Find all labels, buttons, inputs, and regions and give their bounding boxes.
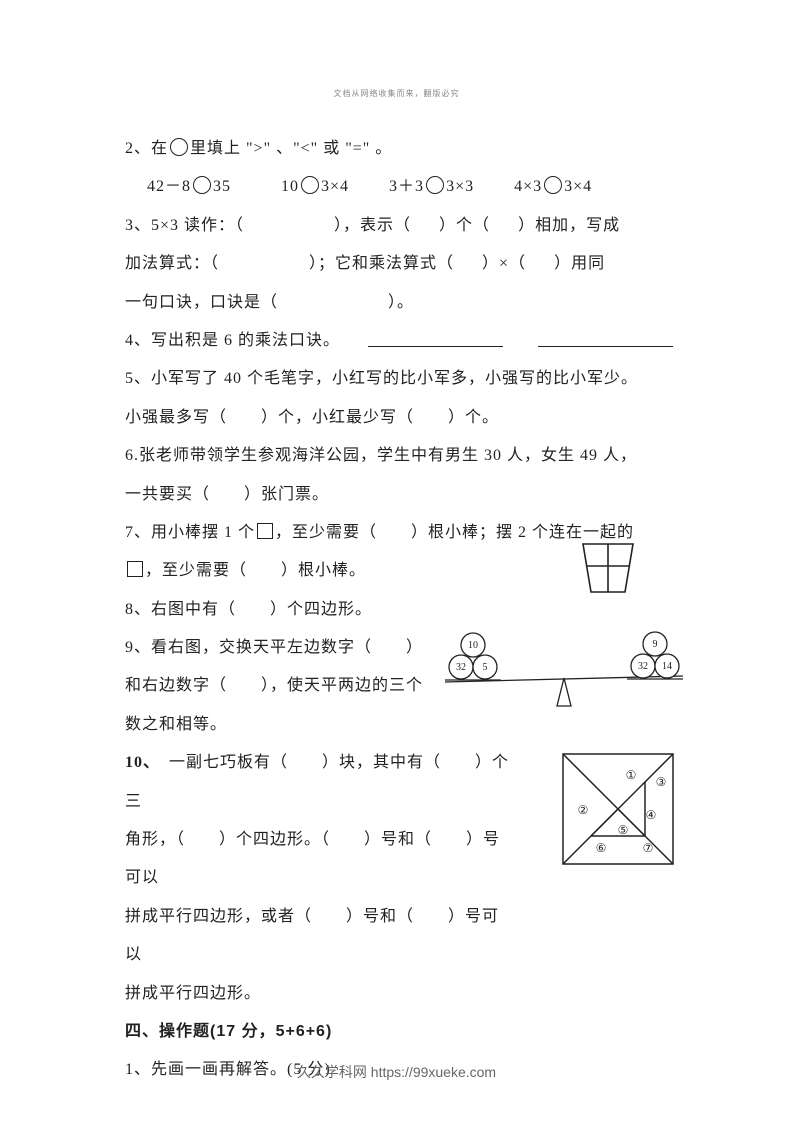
q2-i3: 3×4 [321, 178, 349, 195]
q10-l1: 一副七巧板有（ ）块，其中有（ ）个三 [125, 754, 509, 809]
q3-l2d: ）用同 [554, 255, 605, 272]
circle-icon [170, 138, 188, 156]
q5-line1: 5、小军写了 40 个毛笔字，小红写的比小军多，小强写的比小军少。 [125, 360, 673, 398]
svg-text:14: 14 [662, 661, 672, 672]
q3-line2: 加法算式：（ ）；它和乘法算式（ ）×（ ）用同 [125, 245, 673, 283]
figure-balance: 1032593214 [433, 620, 693, 710]
square-icon [127, 561, 143, 577]
svg-text:⑤: ⑤ [618, 823, 629, 837]
square-icon [257, 523, 273, 539]
q3-l1d: ）相加，写成 [518, 217, 620, 234]
circle-icon [426, 176, 444, 194]
q3-line3: 一句口诀，口诀是（ ）。 [125, 284, 673, 322]
svg-text:③: ③ [656, 775, 667, 789]
q3-l1a: 3、5×3 读作：（ [125, 217, 244, 234]
svg-text:①: ① [626, 768, 637, 782]
q3-l3b: ）。 [388, 294, 414, 311]
q7-l2b: ，至少需要（ ）根小棒。 [145, 562, 366, 579]
q2-i2: 10 [281, 178, 299, 195]
q2-i6: 4×3 [514, 178, 542, 195]
q2-mid: 里填上 ">" 、"<" 或 "=" 。 [190, 140, 392, 157]
q2-i1: 35 [213, 178, 231, 195]
q3-line1: 3、5×3 读作：（ ），表示（ ）个（ ）相加，写成 [125, 207, 673, 245]
figure-cup [573, 538, 643, 598]
footer-text: 久久学科网 https://99xueke.com [0, 1062, 793, 1082]
circle-icon [301, 176, 319, 194]
svg-text:32: 32 [638, 661, 648, 672]
q9-line3: 数之和相等。 [125, 706, 673, 744]
q2-i7: 3×4 [564, 178, 592, 195]
blank-line [368, 331, 503, 347]
q3-l1b: ），表示（ [334, 217, 411, 234]
q2-line2: 42－8 35 10 3×4 3＋3 3×3 4×3 3×4 [125, 168, 673, 206]
circle-icon [544, 176, 562, 194]
q2-i4: 3＋3 [389, 178, 424, 195]
svg-text:④: ④ [646, 808, 657, 822]
q2-prefix: 2、在 [125, 140, 168, 157]
q3-l2c: ）×（ [482, 255, 526, 272]
header-watermark: 文档从网络收集而来，翻版必究 [334, 88, 460, 99]
q7-l1a: 7、用小棒摆 1 个 [125, 524, 255, 541]
q2-i0: 42－8 [147, 178, 191, 195]
svg-text:5: 5 [483, 662, 488, 673]
q4-line: 4、写出积是 6 的乘法口诀。 [125, 322, 673, 360]
q6-line2: 一共要买（ ）张门票。 [125, 476, 673, 514]
section4-title: 四、操作题(17 分，5+6+6) [125, 1013, 673, 1051]
svg-text:⑦: ⑦ [643, 841, 654, 855]
q4-text: 4、写出积是 6 的乘法口诀。 [125, 332, 340, 349]
q2-i5: 3×3 [446, 178, 474, 195]
q10-line4: 拼成平行四边形。 [125, 975, 673, 1013]
circle-icon [193, 176, 211, 194]
q3-l2b: ）；它和乘法算式（ [309, 255, 454, 272]
q5-line2: 小强最多写（ ）个，小红最少写（ ）个。 [125, 399, 673, 437]
svg-text:10: 10 [468, 640, 478, 651]
svg-text:②: ② [578, 803, 589, 817]
svg-text:32: 32 [456, 662, 466, 673]
svg-text:9: 9 [653, 639, 658, 650]
q3-l2a: 加法算式：（ [125, 255, 219, 272]
q10-line3: 拼成平行四边形，或者（ ）号和（ ）号可以 [125, 898, 673, 975]
figure-tangram: ① ③ ② ④ ⑤⑥ ⑦ [553, 744, 683, 874]
blank-line [538, 331, 673, 347]
q6-line1: 6.张老师带领学生参观海洋公园，学生中有男生 30 人，女生 49 人， [125, 437, 673, 475]
svg-text:⑥: ⑥ [596, 841, 607, 855]
q3-l3a: 一句口诀，口诀是（ [125, 294, 278, 311]
q3-l1c: ）个（ [439, 217, 490, 234]
q2-line1: 2、在 里填上 ">" 、"<" 或 "=" 。 [125, 130, 673, 168]
